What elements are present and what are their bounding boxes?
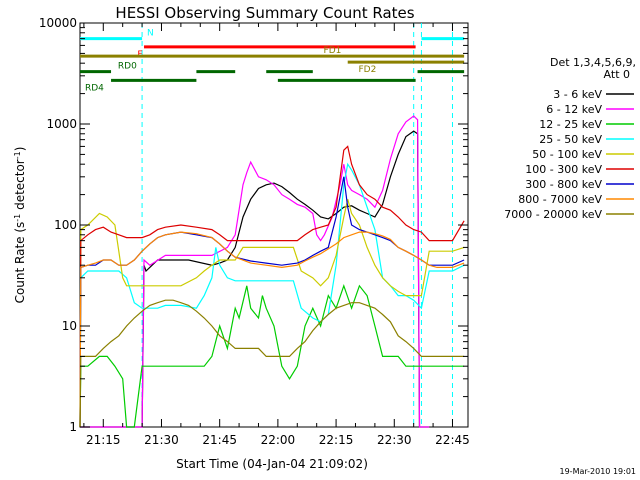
y-tick-label: 1000 xyxy=(46,117,77,131)
x-tick-label: 22:30 xyxy=(377,433,412,447)
series-line-0 xyxy=(80,130,430,428)
series-line-5 xyxy=(79,145,465,428)
x-tick-label: 21:15 xyxy=(86,433,121,447)
legend-label-1: 6 - 12 keV xyxy=(546,103,602,116)
y-label-mid: detector xyxy=(13,159,27,214)
series-line-6 xyxy=(79,176,465,428)
y-label-main: Count Rate (s xyxy=(13,222,27,304)
series-line-4 xyxy=(79,199,465,428)
plot-area: NFFD1FD2RD0RD4 21:1521:3021:4522:0022:15… xyxy=(39,16,470,447)
y-label-end: ) xyxy=(13,147,27,152)
legend-header-2: Att 0 xyxy=(604,68,630,81)
legend-items: 3 - 6 keV 6 - 12 keV 12 - 25 keV 25 - 50 ke… xyxy=(504,88,634,221)
legend-label-4: 50 - 100 keV xyxy=(532,148,602,161)
series-line-2 xyxy=(79,283,465,428)
y-tick-label: 10 xyxy=(62,319,77,333)
legend-label-5: 100 - 300 keV xyxy=(525,163,602,176)
x-tick-label: 22:00 xyxy=(261,433,296,447)
legend-label-3: 25 - 50 keV xyxy=(539,133,602,146)
x-tick-label: 22:15 xyxy=(319,433,354,447)
y-axis-ticks: 1 10 100 1000 10000 xyxy=(39,16,468,434)
flag-bar-label-n: N xyxy=(147,29,154,39)
x-axis-label: Start Time (04-Jan-04 21:09:02) xyxy=(176,457,368,471)
series-line-8 xyxy=(79,299,465,428)
y-tick-label: 10000 xyxy=(39,16,77,30)
chart-title: HESSI Observing Summary Count Rates xyxy=(115,4,414,22)
y-label-sup1: -1 xyxy=(13,214,22,222)
y-axis-label: Count Rate (s-1 detector-1) xyxy=(13,147,28,304)
series-line-1 xyxy=(80,115,430,428)
x-axis-ticks: 21:15 21:30 21:45 22:00 22:15 22:30 22:45 xyxy=(83,23,470,447)
flag-bar-label-fd1: FD1 xyxy=(324,46,342,56)
series-line-7 xyxy=(79,231,465,428)
series-line-3 xyxy=(79,162,465,428)
legend-label-8: 7000 - 20000 keV xyxy=(504,208,602,221)
legend-label-0: 3 - 6 keV xyxy=(553,88,602,101)
flag-bar-label-rd0: RD0 xyxy=(118,62,137,72)
legend-label-6: 300 - 800 keV xyxy=(525,178,602,191)
flag-bars: NFFD1FD2RD0RD4 xyxy=(80,29,465,93)
y-label-sup2: -1 xyxy=(13,151,22,159)
y-tick-label: 100 xyxy=(54,218,77,232)
x-tick-label: 22:45 xyxy=(435,433,470,447)
flag-bar-label-fd2: FD2 xyxy=(358,65,376,75)
series-lines xyxy=(79,115,465,428)
x-tick-label: 21:45 xyxy=(202,433,237,447)
x-tick-label: 21:30 xyxy=(144,433,179,447)
y-tick-label: 1 xyxy=(69,420,77,434)
legend-header-1: Det 1,3,4,5,6,9, xyxy=(550,56,636,69)
legend-label-2: 12 - 25 keV xyxy=(539,118,602,131)
footer-timestamp: 19-Mar-2010 19:01 xyxy=(560,467,637,476)
legend-label-7: 800 - 7000 keV xyxy=(518,193,602,206)
flag-bar-label-rd4: RD4 xyxy=(85,83,104,93)
vertical-markers xyxy=(141,23,453,427)
legend: Det 1,3,4,5,6,9, Att 0 3 - 6 keV 6 - 12 k… xyxy=(504,56,636,221)
